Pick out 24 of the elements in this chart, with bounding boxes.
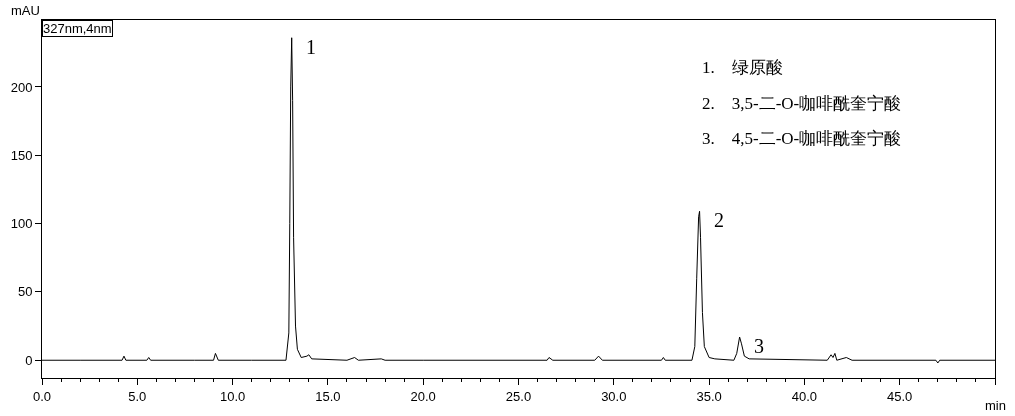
y-tick-label: 150 (10, 147, 33, 163)
x-tick-label: 0.0 (32, 388, 52, 404)
x-tick-label: 15.0 (315, 388, 341, 404)
x-tick-label: 45.0 (887, 388, 913, 404)
y-tick-label: 50 (17, 284, 33, 300)
y-tick-label: 200 (10, 79, 33, 95)
y-tick-label: 0 (25, 352, 33, 368)
x-tick-label: 10.0 (219, 388, 246, 404)
annotation: 2 (714, 209, 724, 231)
x-tick-label: 30.0 (601, 388, 627, 404)
x-tick-label: 20.0 (410, 388, 436, 404)
x-tick-label: 35.0 (696, 388, 722, 404)
annotation: 2. 3,5-二-O-咖啡酰奎宁酸 (702, 94, 902, 113)
x-tick-label: 40.0 (791, 388, 818, 404)
y-axis-title: mAU (11, 3, 40, 18)
annotation: 1. 绿原酸 (702, 58, 783, 77)
annotation: 3. 4,5-二-O-咖啡酰奎宁酸 (702, 129, 902, 148)
annotation: 1 (306, 36, 316, 58)
x-tick-label: 25.0 (505, 388, 532, 404)
annotation: 327nm,4nm (43, 21, 112, 36)
x-axis-title: min (985, 398, 1006, 413)
annotation: 3 (754, 335, 764, 357)
y-tick-label: 100 (10, 216, 33, 232)
x-tick-label: 5.0 (128, 388, 147, 404)
